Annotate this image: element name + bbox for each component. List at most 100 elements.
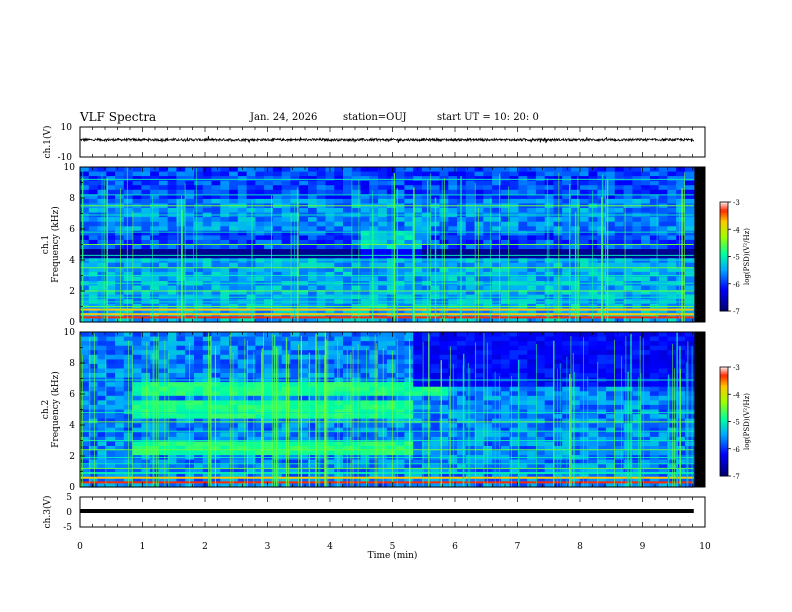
colorbar-cell [720, 303, 728, 306]
spectrogram-cell [632, 180, 642, 186]
spectrogram-cell [220, 171, 230, 177]
spectrogram-cell [211, 359, 221, 365]
spectrogram-cell [421, 414, 432, 420]
spectrogram-cell [614, 354, 625, 360]
spectrogram-cell [535, 221, 546, 227]
spectrogram-cell [413, 368, 423, 374]
spectrogram-cell [97, 386, 107, 392]
spectrogram-cell [641, 400, 651, 406]
spectrogram-cell [246, 382, 256, 388]
spectrogram-cell [360, 450, 370, 456]
spectrogram-cell [220, 332, 230, 338]
spectrogram-cell [395, 185, 405, 191]
spectrogram-cell [237, 450, 248, 456]
spectrogram-cell [202, 189, 213, 195]
spectrogram-cell [500, 482, 511, 488]
spectrogram-cell [264, 482, 274, 488]
spectrogram-cell [290, 221, 300, 227]
spectrogram-cell [404, 317, 414, 323]
spectrogram-cell [272, 404, 283, 411]
spectrogram-cell [97, 427, 107, 433]
spectrogram-cell [115, 258, 125, 264]
spectrogram-cell [588, 258, 598, 264]
spectrogram-cell [316, 450, 327, 456]
spectrogram-cell [457, 468, 467, 474]
spectrogram-cell [246, 418, 256, 424]
spectrogram-cell [246, 258, 256, 264]
colorbar-cell [720, 225, 728, 228]
spectrogram-cell [299, 189, 309, 195]
spectrogram-cell [211, 244, 221, 250]
spectrogram-cell [132, 189, 142, 195]
spectrogram-cell [80, 354, 90, 360]
spectrogram-cell [413, 267, 423, 273]
spectrogram-cell [194, 382, 204, 388]
spectrogram-cell [132, 404, 142, 411]
spectrogram-cell [80, 230, 90, 236]
spectrogram-cell [527, 473, 537, 479]
spectrogram-cell [150, 404, 160, 411]
spectrogram-cell [308, 418, 318, 424]
spectrogram-cell [483, 176, 493, 182]
spectrogram-cell [658, 267, 669, 273]
spectrogram-cell [667, 262, 677, 268]
spectrogram-cell [421, 185, 432, 191]
spectrogram-cell [658, 167, 669, 173]
spectrogram-cell [562, 189, 572, 195]
spectrogram-cell [150, 468, 160, 474]
spectrogram-cell [553, 404, 563, 411]
spectrogram-cell [176, 336, 186, 342]
spectrogram-cell [527, 382, 537, 388]
spectrogram-cell [553, 423, 563, 429]
spectrogram-cell [272, 418, 283, 424]
spectrogram-cell [150, 176, 160, 182]
spectrogram-cell [343, 267, 353, 273]
spectrogram-cell [562, 180, 572, 186]
spectrogram-cell [527, 332, 537, 338]
spectrogram-cell [527, 285, 537, 291]
spectrogram-cell [676, 226, 686, 232]
spectrogram-cell [150, 185, 160, 191]
spectrogram-cell [211, 194, 221, 200]
spectrogram-cell [264, 249, 274, 255]
spectrogram-cell [439, 450, 449, 456]
spectrogram-cell [308, 404, 318, 411]
spectrogram-cell [658, 290, 669, 296]
spectrogram-cell [439, 386, 449, 392]
spectrogram-cell [360, 432, 370, 438]
spectrogram-cell [316, 267, 327, 273]
spectrogram-cell [290, 404, 300, 411]
spectrogram-cell [535, 239, 546, 246]
spectrogram-cell [606, 253, 616, 259]
spectrogram-cell [369, 423, 379, 429]
spectrogram-cell [211, 221, 221, 227]
spectrogram-cell [465, 446, 476, 452]
spectrogram-cell [439, 167, 449, 173]
spectrogram-cell [360, 400, 370, 406]
spectrogram-cell [202, 171, 213, 177]
spectrogram-cell [325, 221, 335, 227]
spectrogram-cell [457, 359, 467, 365]
spectrogram-cell [378, 468, 388, 474]
spectrogram-cell [518, 226, 528, 232]
spectrogram-cell [518, 414, 528, 420]
spectrogram-cell [439, 382, 449, 388]
spectrogram-cell [237, 253, 248, 259]
spectrogram-cell [351, 404, 362, 411]
spectrogram-cell [106, 468, 116, 474]
spectrogram-cell [474, 446, 484, 452]
spectrogram-cell [316, 345, 327, 351]
spectrogram-cell [614, 418, 625, 424]
spectrogram-cell [106, 368, 116, 374]
spectrogram-cell [264, 391, 274, 397]
spectrogram-cell [351, 350, 362, 356]
spectrogram-cell [614, 341, 625, 347]
spectrogram-cell [325, 464, 335, 470]
spectrogram-cell [343, 180, 353, 186]
spectrogram-cell [150, 423, 160, 429]
spectrogram-cell [97, 473, 107, 479]
spectrogram-cell [492, 373, 502, 379]
spectrogram-cell [544, 308, 555, 314]
spectrogram-cell [579, 217, 590, 223]
colorbar-cell [720, 292, 728, 296]
